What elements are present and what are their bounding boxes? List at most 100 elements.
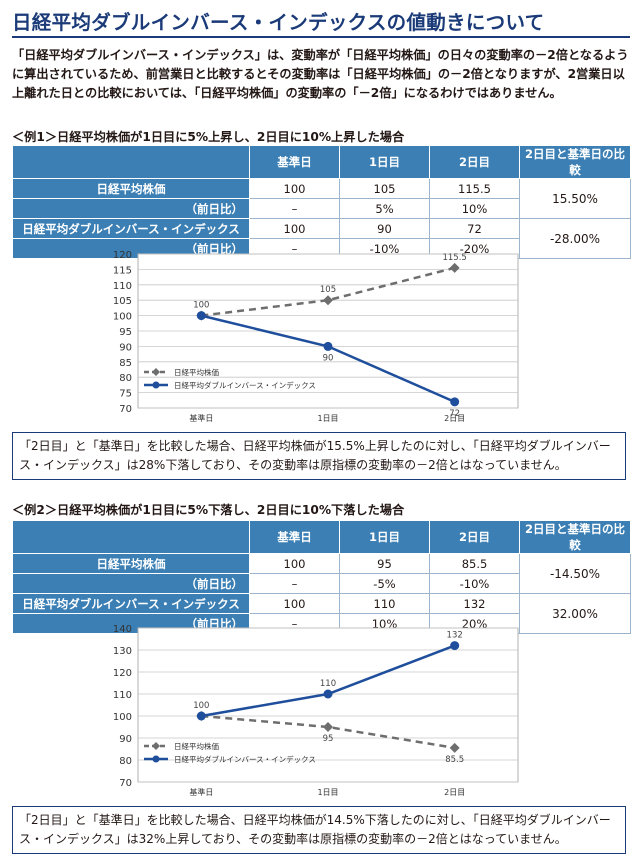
table-cell: 115.5 (429, 178, 520, 199)
x-tick-label: 1日目 (317, 788, 338, 797)
row-label: 日経平均ダブルインバース・インデックス (12, 593, 250, 614)
legend-marker (152, 381, 160, 389)
col-header: 1日目 (339, 145, 430, 179)
table-cell: 72 (429, 218, 520, 239)
x-tick-label: 基準日 (189, 787, 213, 797)
table-cell: -5% (339, 573, 430, 594)
data-label: 115.5 (442, 253, 466, 263)
row-sub-label: （前日比） (12, 573, 250, 594)
data-label: 72 (449, 409, 460, 419)
table-cell: 10% (429, 198, 520, 219)
table-cell: 132 (429, 593, 520, 614)
series-line (201, 714, 455, 750)
col-header: 2日目と基準日の比較 (519, 520, 631, 554)
y-tick-label: 110 (113, 281, 132, 292)
data-label: 100 (193, 701, 209, 711)
data-point (323, 295, 333, 306)
data-point (450, 397, 460, 407)
table-cell: 90 (339, 218, 430, 239)
table-cell: 110 (339, 593, 430, 614)
y-tick-label: 70 (119, 404, 132, 415)
y-tick-label: 75 (119, 389, 132, 400)
example-1-table: 基準日 1日目 2日目 2日目と基準日の比較 日経平均株価 100 105 11… (12, 145, 631, 259)
y-tick-label: 110 (113, 690, 132, 701)
data-point (450, 641, 460, 651)
col-header: 2日目と基準日の比較 (519, 145, 631, 179)
example-2-heading: ＜例2＞日経平均株価が1日目に5%下落し、2日目に10%下落した場合 (12, 503, 405, 517)
table-corner (12, 520, 250, 554)
example-1-note: 「2日目」と「基準日」を比較した場合、日経平均株価が15.5%上昇したのに対し、… (12, 432, 626, 480)
y-tick-label: 90 (119, 734, 132, 745)
table-cell: 85.5 (429, 553, 520, 574)
compare-cell: -14.50% (519, 553, 631, 594)
example-1-heading: ＜例1＞日経平均株価が1日目に5%上昇し、2日目に10%上昇した場合 (12, 130, 405, 144)
page-title: 日経平均ダブルインバース・インデックスの値動きについて (12, 11, 545, 34)
table-corner (12, 145, 250, 179)
table-cell: -10% (429, 573, 520, 594)
row-sub-label: （前日比） (12, 198, 250, 219)
data-point (449, 742, 460, 753)
data-point (196, 311, 206, 321)
legend-label: 日経平均ダブルインバース・インデックス (174, 380, 316, 390)
y-tick-label: 120 (113, 250, 132, 261)
table-cell: 105 (339, 178, 430, 199)
compare-cell: 15.50% (519, 178, 631, 219)
table-cell: 100 (249, 593, 340, 614)
series-line (201, 266, 455, 317)
x-tick-label: 1日目 (317, 414, 338, 423)
table-cell: 100 (249, 178, 340, 199)
table-cell: 100 (249, 218, 340, 239)
data-point (323, 341, 333, 351)
y-tick-label: 90 (119, 342, 132, 353)
row-label: 日経平均株価 (12, 553, 250, 574)
y-tick-label: 100 (113, 312, 132, 323)
col-header: 1日目 (339, 520, 430, 554)
data-label: 105 (320, 285, 336, 295)
row-label: 日経平均ダブルインバース・インデックス (12, 218, 250, 239)
y-tick-label: 120 (113, 668, 132, 679)
col-header: 基準日 (249, 145, 340, 179)
y-tick-label: 80 (119, 756, 132, 767)
example-2-line-chart: 70 80 90 100 110 120 130 140 基準日 1日目 2日目 95 85.5 100 1… (113, 624, 519, 797)
legend-label: 日経平均株価 (174, 741, 219, 751)
example-1-line-chart: 70 75 80 85 90 95 100 105 110 115 120 基準日 1日目 2日目 100 1… (113, 250, 519, 423)
legend-marker (152, 742, 160, 750)
x-tick-label: 2日目 (444, 414, 465, 423)
legend-marker (152, 755, 160, 763)
y-tick-label: 85 (119, 358, 132, 369)
intro-paragraph: 「日経平均ダブルインバース・インデックス」は、変動率が「日経平均株価」の日々の変… (12, 48, 629, 100)
table-cell: 5% (339, 198, 430, 219)
y-tick-label: 130 (113, 646, 132, 657)
col-header: 2日目 (429, 520, 520, 554)
data-label: 95 (323, 734, 334, 744)
table-cell: 100 (249, 553, 340, 574)
compare-cell: -28.00% (519, 218, 631, 259)
y-tick-label: 80 (119, 373, 132, 384)
y-tick-label: 70 (119, 778, 132, 789)
y-tick-label: 115 (113, 265, 132, 276)
legend-label: 日経平均株価 (174, 367, 219, 377)
x-tick-label: 基準日 (189, 413, 213, 423)
y-tick-label: 140 (113, 624, 132, 635)
y-tick-label: 105 (113, 296, 132, 307)
legend-marker (152, 368, 160, 376)
example-2-note: 「2日目」と「基準日」を比較した場合、日経平均株価が14.5%下落したのに対し、… (12, 806, 626, 854)
row-label: 日経平均株価 (12, 178, 250, 199)
col-header: 2日目 (429, 145, 520, 179)
data-point (449, 262, 460, 273)
data-label: 110 (320, 679, 336, 689)
y-tick-label: 100 (113, 712, 132, 723)
data-point (323, 722, 333, 732)
plot-area (137, 627, 519, 783)
data-label: 132 (447, 631, 463, 641)
data-label: 85.5 (445, 755, 464, 765)
title-divider (12, 36, 630, 38)
y-tick-label: 95 (119, 327, 132, 338)
data-label: 100 (193, 301, 209, 311)
table-cell: – (249, 198, 340, 219)
x-tick-label: 2日目 (444, 788, 465, 797)
table-cell: 95 (339, 553, 430, 574)
example-2-table: 基準日 1日目 2日目 2日目と基準日の比較 日経平均株価 100 95 85.… (12, 520, 631, 634)
legend-label: 日経平均ダブルインバース・インデックス (174, 754, 316, 764)
col-header: 基準日 (249, 520, 340, 554)
